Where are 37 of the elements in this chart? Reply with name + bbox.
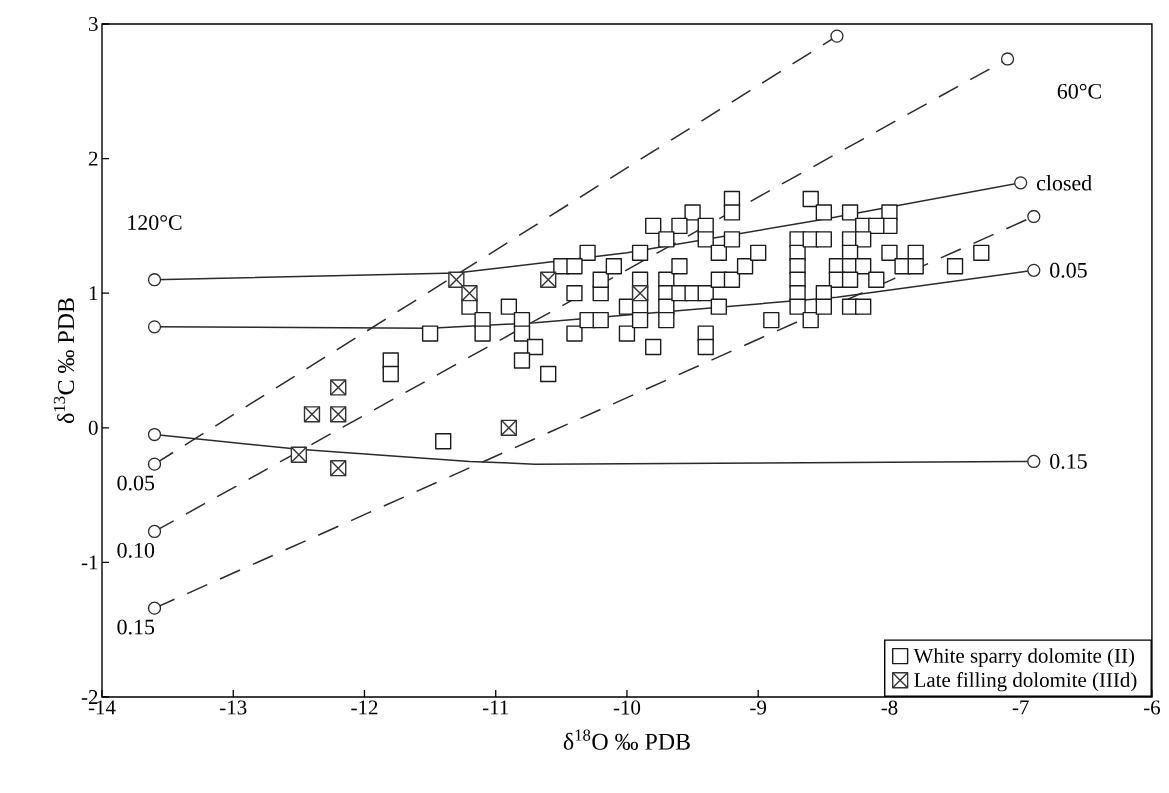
point bbox=[1000, 52, 1015, 66]
point bbox=[147, 457, 162, 471]
annotation: 0.15 bbox=[117, 619, 155, 635]
point bbox=[1027, 454, 1041, 469]
x-tick-label: -6 bbox=[1143, 700, 1161, 715]
x-tick-label: -11 bbox=[482, 700, 509, 715]
point bbox=[147, 427, 162, 442]
point bbox=[147, 601, 162, 615]
y-tick-label: 0 bbox=[88, 420, 98, 435]
legend-label: White sparry dolomite (II) bbox=[913, 648, 1135, 668]
y-tick-label: 1 bbox=[89, 286, 98, 301]
annotation: 0.15 bbox=[1050, 454, 1087, 469]
point bbox=[147, 320, 162, 334]
x-tick-label: -8 bbox=[881, 700, 898, 715]
point bbox=[1027, 209, 1041, 224]
annotation: 0.10 bbox=[117, 542, 155, 558]
annotation: 0.05 bbox=[117, 475, 155, 491]
point bbox=[147, 524, 162, 539]
x-tick-label: -13 bbox=[220, 700, 247, 715]
x-tick-label: -7 bbox=[1012, 700, 1029, 715]
point bbox=[147, 273, 162, 287]
point bbox=[1014, 176, 1028, 190]
legend-label: Late filling dolomite (IIId) bbox=[914, 672, 1137, 692]
annotation: 60°C bbox=[1057, 83, 1101, 99]
y-tick-label: 3 bbox=[89, 16, 98, 32]
x-tick-label: -10 bbox=[613, 700, 641, 715]
x-axis-title: δ$^{18}$O ‰ PDB bbox=[563, 729, 690, 750]
annotation: 0.05 bbox=[1050, 262, 1087, 278]
annotation: 120°C bbox=[128, 215, 182, 230]
y-tick-label: -1 bbox=[81, 555, 98, 570]
y-axis-title: δ$^{13}$C ‰ PDB bbox=[53, 298, 75, 424]
x-tick-label: -12 bbox=[351, 700, 378, 715]
annotation: closed bbox=[1036, 175, 1092, 191]
x-tick-label: -9 bbox=[750, 700, 767, 715]
point bbox=[830, 29, 844, 43]
y-tick-label: 2 bbox=[88, 151, 98, 166]
point bbox=[1027, 263, 1041, 277]
